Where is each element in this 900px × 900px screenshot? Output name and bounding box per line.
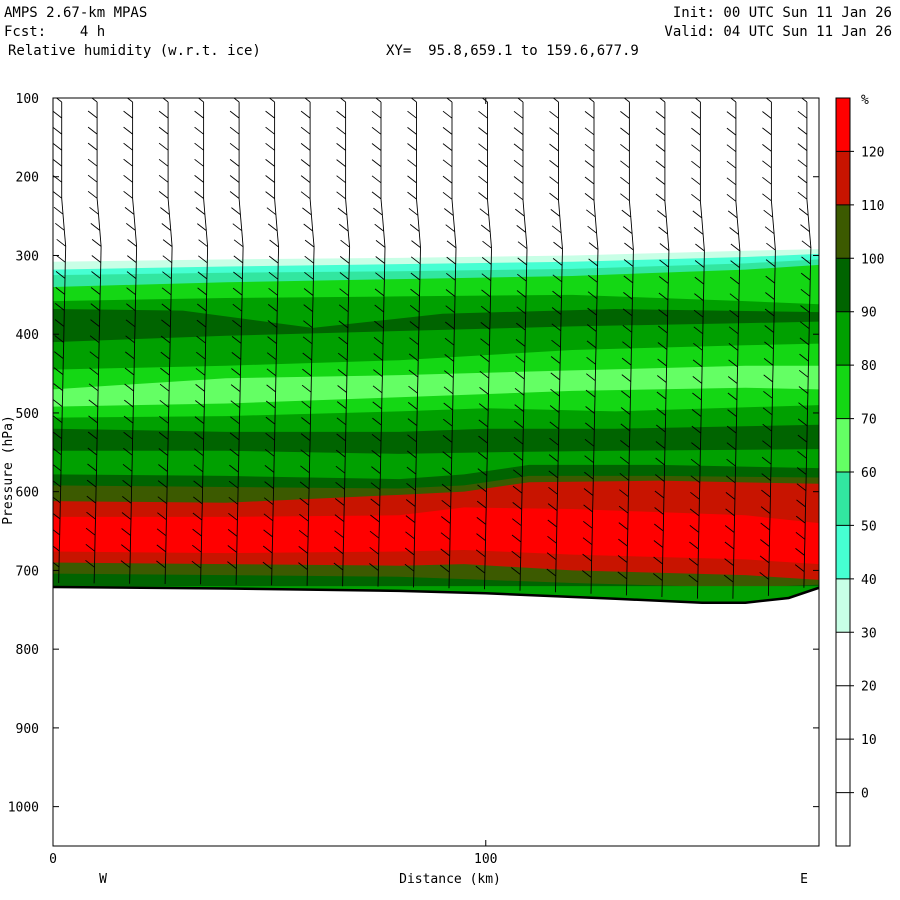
- colorbar-swatch-3: [836, 258, 850, 312]
- colorbar-swatch-5: [836, 365, 850, 419]
- colorbar-label: 0: [861, 787, 869, 802]
- colorbar-swatch-4: [836, 311, 850, 366]
- xy-range: XY= 95.8,659.1 to 159.6,677.9: [386, 43, 639, 59]
- colorbar-label: 50: [861, 519, 877, 534]
- colorbar-swatch-6: [836, 418, 850, 472]
- plot-frame: [52, 97, 820, 847]
- y-tick-label: 500: [16, 407, 39, 422]
- y-tick-label: 800: [16, 643, 39, 658]
- colorbar-swatch-7: [836, 472, 850, 526]
- colorbar-label: 80: [861, 359, 877, 374]
- colorbar-swatch-9: [836, 578, 850, 633]
- field-name: Relative humidity (w.r.t. ice): [8, 43, 261, 59]
- colorbar-label: 10: [861, 733, 877, 748]
- y-axis-label: Pressure (hPa): [1, 415, 16, 525]
- y-tick-label: 700: [16, 564, 39, 579]
- terrain-surface: [53, 585, 819, 846]
- colorbar-swatch-11: [836, 685, 850, 740]
- colorbar-label: 100: [861, 252, 884, 267]
- colorbar-label: 90: [861, 306, 877, 321]
- y-tick-label: 600: [16, 486, 39, 501]
- x-tick-label: 0: [49, 852, 57, 867]
- colorbar-swatch-0: [836, 98, 850, 152]
- y-tick-label: 100: [16, 92, 39, 107]
- valid-time: Valid: 04 UTC Sun 11 Jan 26: [664, 24, 892, 40]
- colorbar-swatch-8: [836, 525, 850, 579]
- x-axis: 0 100: [49, 98, 498, 867]
- terrain-line: [53, 585, 819, 604]
- colorbar-swatch-2: [836, 204, 850, 259]
- y-tick-label: 400: [16, 328, 39, 343]
- x-axis-label: Distance (km): [399, 872, 501, 887]
- colorbar-label: 70: [861, 413, 877, 428]
- colorbar-swatch-13: [836, 792, 850, 846]
- terrain-fill: [53, 586, 819, 846]
- y-tick-label: 300: [16, 249, 39, 264]
- x-left-direction: W: [99, 872, 107, 887]
- colorbar-label: 120: [861, 145, 884, 160]
- y-axis: 100 200 300 400 500 600 700 800 900 1000: [8, 92, 819, 816]
- colorbar-label: 60: [861, 466, 877, 481]
- colorbar-swatch-1: [836, 151, 850, 205]
- forecast-hour: Fcst: 4 h: [4, 24, 106, 40]
- y-tick-label: 1000: [8, 801, 39, 816]
- x-tick-label: 100: [474, 852, 497, 867]
- colorbar-label: 30: [861, 626, 877, 641]
- y-tick-label: 900: [16, 722, 39, 737]
- init-time: Init: 00 UTC Sun 11 Jan 26: [672, 5, 892, 21]
- colorbar-label: 40: [861, 573, 877, 588]
- colorbar-label: 20: [861, 680, 877, 695]
- model-title: AMPS 2.67-km MPAS: [4, 5, 148, 21]
- colorbar-unit: %: [861, 93, 869, 108]
- y-tick-label: 200: [16, 171, 39, 186]
- x-right-direction: E: [800, 872, 808, 887]
- colorbar-label: 110: [861, 199, 884, 214]
- colorbar-swatch-10: [836, 632, 850, 686]
- colorbar-swatch-12: [836, 739, 850, 793]
